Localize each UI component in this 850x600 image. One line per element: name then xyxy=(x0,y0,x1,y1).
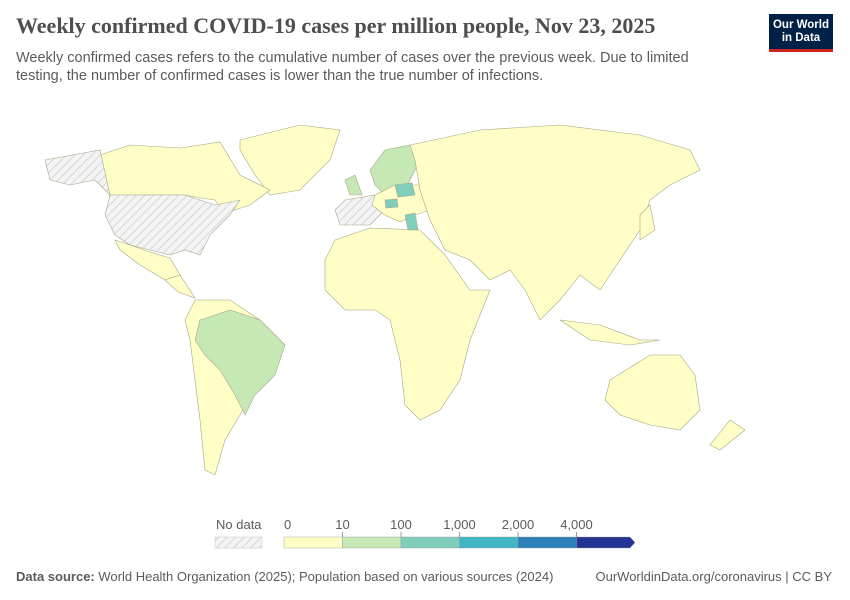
region-alaska[interactable] xyxy=(44,149,111,196)
region-new-zealand[interactable] xyxy=(709,419,746,451)
region-scandinavia[interactable] xyxy=(369,144,421,196)
region-japan[interactable] xyxy=(639,204,656,241)
owid-logo[interactable]: Our World in Data xyxy=(769,14,833,52)
region-central-america[interactable] xyxy=(164,274,196,299)
legend-bin-0[interactable] xyxy=(283,536,343,549)
region-greenland[interactable] xyxy=(239,124,341,196)
chart-subtitle: Weekly confirmed cases refers to the cum… xyxy=(16,50,689,84)
footer-source: Data source: World Health Organization (… xyxy=(16,569,553,585)
legend-tick-label: 0 xyxy=(284,517,291,532)
region-africa[interactable] xyxy=(324,227,491,421)
legend-bin-3[interactable] xyxy=(459,536,519,549)
legend-bin-4[interactable] xyxy=(517,536,577,549)
legend-tick-label: 4,000 xyxy=(560,517,593,532)
legend: No data 0 10 100 1,000 2,000 4,000 xyxy=(214,517,636,549)
legend-bin-5[interactable] xyxy=(576,536,636,549)
legend-tick-label: 2,000 xyxy=(502,517,535,532)
legend-tick-label: 10 xyxy=(335,517,349,532)
region-united-kingdom[interactable] xyxy=(344,174,363,196)
region-czechia[interactable] xyxy=(384,198,399,209)
region-brazil[interactable] xyxy=(194,309,286,416)
region-russia-and-asia[interactable] xyxy=(409,124,701,321)
region-australia[interactable] xyxy=(604,354,701,431)
chart-title: Weekly confirmed COVID-19 cases per mill… xyxy=(16,13,656,38)
legend-no-data-label: No data xyxy=(216,517,262,532)
region-greece[interactable] xyxy=(404,212,419,231)
footer-link[interactable]: OurWorldinData.org/coronavirus | CC BY xyxy=(595,569,832,584)
legend-no-data-swatch xyxy=(214,536,263,549)
source-label: Data source: xyxy=(16,569,95,584)
region-poland[interactable] xyxy=(394,182,416,198)
legend-tick-label: 1,000 xyxy=(443,517,476,532)
legend-bin-1[interactable] xyxy=(342,536,402,549)
legend-tick-label: 100 xyxy=(390,517,412,532)
legend-bin-2[interactable] xyxy=(400,536,460,549)
region-united-states[interactable] xyxy=(104,194,241,256)
source-text: World Health Organization (2025); Popula… xyxy=(98,569,554,584)
region-indonesia[interactable] xyxy=(559,319,661,346)
